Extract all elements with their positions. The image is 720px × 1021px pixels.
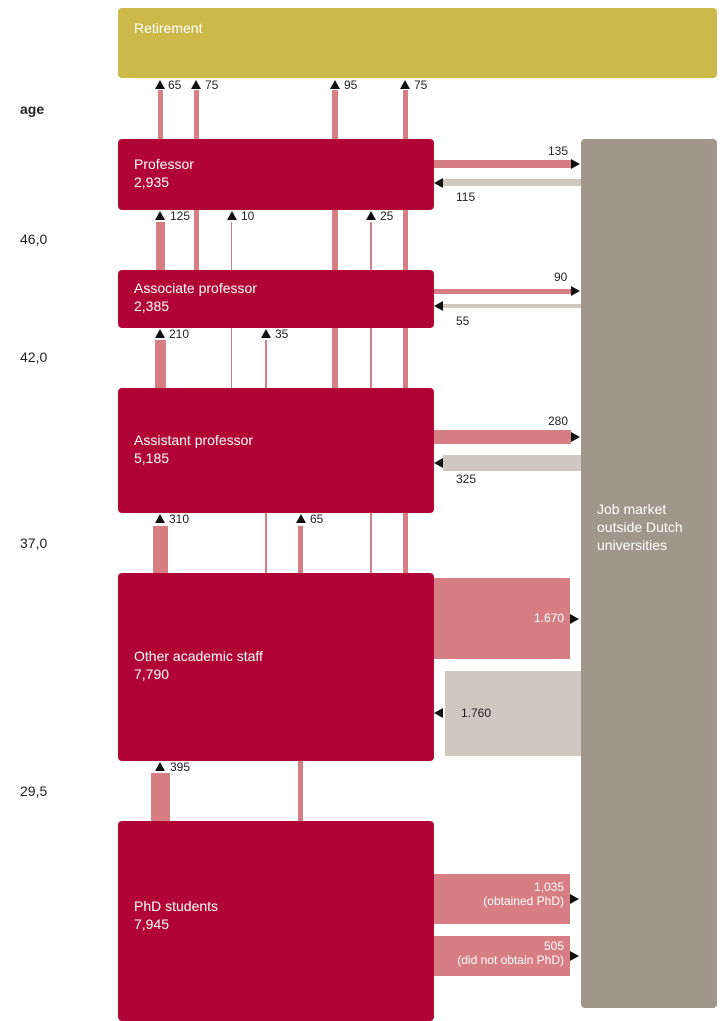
flow-assistant-retirement <box>332 90 338 388</box>
age-tick-42: 42,0 <box>20 349 48 365</box>
arrow-associate-out <box>571 286 580 296</box>
other-academic-staff-count: 7,790 <box>134 666 170 682</box>
label-other-assistant: 310 <box>169 512 190 526</box>
arrow-other-professor <box>366 211 376 220</box>
arrow-phd-out-not <box>570 951 579 961</box>
label-other-out: 1.670 <box>533 611 564 625</box>
flow-professor-out <box>434 160 571 168</box>
other-academic-staff-box: Other academic staff 7,790 <box>118 573 434 761</box>
arrow-professor-in <box>434 178 443 188</box>
arrow-phd-out-obtained <box>570 894 579 904</box>
label-phd-out-obtained: 1,035 <box>533 880 564 894</box>
arrow-other-in <box>434 708 443 718</box>
flow-assistant-in <box>443 455 581 471</box>
label-associate-out: 90 <box>554 270 568 284</box>
label-assistant-in: 325 <box>456 472 477 486</box>
retirement-label: Retirement <box>134 20 203 36</box>
flow-associate-in <box>443 304 581 308</box>
flow-other-retirement <box>403 90 408 573</box>
label-professor-out: 135 <box>548 144 569 158</box>
job-market-label-line2: outside Dutch <box>597 519 683 535</box>
label-assistant-retirement: 95 <box>344 78 358 92</box>
arrow-associate-professor <box>155 211 165 220</box>
arrow-associate-in <box>434 301 443 311</box>
job-market-label-line3: universities <box>597 537 668 553</box>
age-tick-29: 29,5 <box>20 783 48 799</box>
arrow-professor-retirement <box>155 80 165 89</box>
phd-students-name: PhD students <box>134 898 219 914</box>
label-associate-retirement: 75 <box>205 78 219 92</box>
arrow-assistant-associate <box>155 329 165 338</box>
arrow-assistant-professor <box>227 211 237 220</box>
phd-students-count: 7,945 <box>134 916 170 932</box>
assistant-professor-count: 5,185 <box>134 450 170 466</box>
label-other-professor: 25 <box>380 209 394 223</box>
label-phd-assistant: 65 <box>310 512 324 526</box>
flow-other-out <box>434 578 570 659</box>
age-tick-46: 46,0 <box>20 231 48 247</box>
flow-other-assistant <box>153 526 168 573</box>
arrow-other-assistant <box>155 514 165 523</box>
arrow-phd-other <box>155 762 165 771</box>
label-other-retirement: 75 <box>414 78 428 92</box>
age-axis-title: age <box>20 101 45 117</box>
label-professor-retirement: 65 <box>168 78 182 92</box>
flow-assistant-out <box>434 430 571 444</box>
flow-professor-retirement <box>158 90 163 139</box>
arrow-assistant-out <box>571 432 580 442</box>
flow-phd-out-obtained: 1,035 (obtained PhD) <box>434 874 570 924</box>
label-associate-professor: 125 <box>170 209 191 223</box>
label-phd-out-not: 505 <box>543 939 564 953</box>
label-professor-in: 115 <box>456 190 476 204</box>
flow-associate-out <box>434 289 571 294</box>
arrow-assistant-in <box>434 458 443 468</box>
professor-name: Professor <box>134 156 194 172</box>
label-assistant-associate: 210 <box>169 327 190 341</box>
associate-professor-box: Associate professor 2,385 <box>118 270 434 328</box>
flow-professor-in <box>443 179 581 186</box>
arrow-other-retirement <box>400 80 410 89</box>
arrow-phd-assistant <box>296 514 306 523</box>
arrow-professor-out <box>571 159 580 169</box>
phd-students-box: PhD students 7,945 <box>118 821 434 1021</box>
arrow-assistant-retirement <box>330 80 340 89</box>
flow-associate-professor <box>156 222 165 270</box>
other-academic-staff-name: Other academic staff <box>134 648 263 664</box>
arrow-other-out <box>570 614 579 624</box>
assistant-professor-name: Assistant professor <box>134 432 254 448</box>
job-market-label-line1: Job market <box>597 501 667 517</box>
assistant-professor-box: Assistant professor 5,185 <box>118 388 434 513</box>
age-tick-37: 37,0 <box>20 535 48 551</box>
associate-professor-count: 2,385 <box>134 298 170 314</box>
label-associate-in: 55 <box>456 314 470 328</box>
flow-assistant-associate <box>155 340 166 388</box>
label-assistant-out: 280 <box>548 414 569 428</box>
label-phd-out-not-note: (did not obtain PhD) <box>457 953 564 967</box>
job-market-box: Job market outside Dutch universities <box>581 139 717 1008</box>
flow-phd-out-not: 505 (did not obtain PhD) <box>434 936 570 976</box>
professor-count: 2,935 <box>134 174 170 190</box>
professor-box: Professor 2,935 <box>118 139 434 210</box>
label-other-in: 1.760 <box>461 706 492 720</box>
label-other-associate: 35 <box>275 327 289 341</box>
label-phd-other: 395 <box>170 760 191 774</box>
label-assistant-professor: 10 <box>241 209 255 223</box>
associate-professor-name: Associate professor <box>134 280 257 296</box>
arrow-associate-retirement <box>191 80 201 89</box>
retirement-box: Retirement <box>118 8 717 78</box>
label-phd-out-obtained-note: (obtained PhD) <box>483 894 564 908</box>
flow-phd-other <box>151 773 170 821</box>
flow-other-in <box>445 671 581 756</box>
arrow-other-associate <box>261 329 271 338</box>
